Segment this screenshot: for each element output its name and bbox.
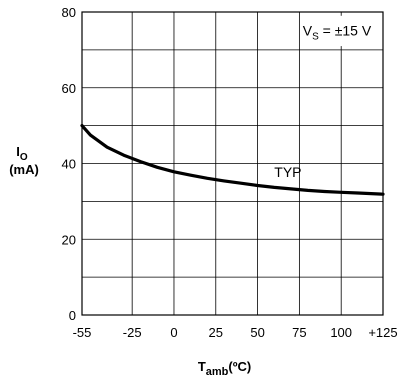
x-tick-label: -25	[123, 325, 142, 340]
x-axis-label-sub: amb	[206, 366, 229, 378]
condition-box-background	[300, 15, 379, 47]
grid-lines	[82, 12, 383, 315]
y-axis-label-sub: O	[20, 152, 28, 163]
x-axis-label-unit: (ºC)	[228, 359, 251, 374]
condition-main: V	[303, 22, 313, 38]
x-tick-label: 100	[330, 325, 352, 340]
x-tick-label: 75	[292, 325, 306, 340]
y-tick-label: 80	[62, 5, 76, 20]
x-tick-label: 25	[209, 325, 223, 340]
x-tick-label: +125	[368, 325, 397, 340]
x-axis-label-main: T	[198, 359, 206, 374]
y-tick-label: 40	[62, 157, 76, 172]
series-label-typ: TYP	[274, 164, 301, 180]
y-tick-label: 60	[62, 81, 76, 96]
plot-frame	[81, 11, 384, 316]
condition-rest: = ±15 V	[319, 22, 372, 38]
y-axis-label: IO	[16, 144, 28, 163]
condition-box: VS = ±15 V	[300, 15, 379, 47]
y-tick-label: 20	[62, 232, 76, 247]
x-tick-label: 0	[170, 325, 177, 340]
condition-label: VS = ±15 V	[303, 22, 372, 42]
tick-labels: -55 -25 0 25 50 75 100 +125 0 20 40 60 80	[62, 5, 398, 340]
x-tick-label: 50	[250, 325, 264, 340]
x-tick-label: -55	[73, 325, 92, 340]
condition-sub: S	[312, 31, 319, 42]
series-line-typ	[80, 124, 385, 196]
y-tick-label: 0	[69, 308, 76, 323]
y-axis-unit: (mA)	[9, 162, 39, 177]
y-axis-label-main: I	[16, 144, 20, 159]
x-axis-label: Tamb(ºC)	[198, 359, 251, 378]
series-layer: TYP	[80, 124, 385, 196]
